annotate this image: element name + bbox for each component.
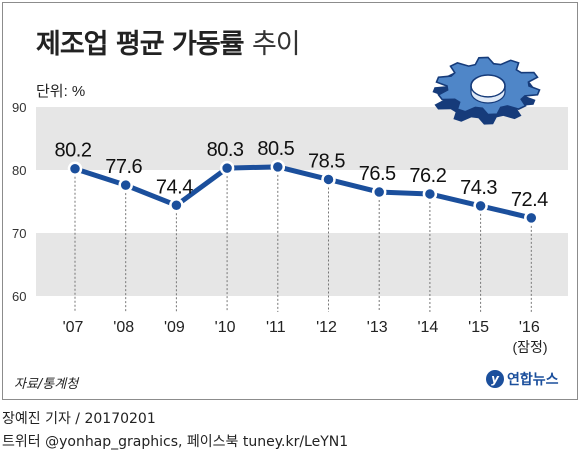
grid-bands xyxy=(36,107,568,296)
y-tick-label: 60 xyxy=(12,289,26,304)
chart-title-main: 제조업 평균 가동률 xyxy=(36,29,245,60)
data-point xyxy=(169,198,184,213)
y-tick-label: 70 xyxy=(12,226,26,241)
x-tick-label: '16 xyxy=(519,319,540,336)
chart-title: 제조업 평균 가동률 추이 xyxy=(36,22,301,61)
data-labels: 80.2 77.6 74.4 80.3 80.5 78.5 76.5 76.2 74.3 72.4 xyxy=(55,138,549,211)
yonhap-logo: y 연합뉴스 xyxy=(486,368,559,390)
data-label: 74.3 xyxy=(460,177,497,199)
byline: 장예진 기자 / 20170201 xyxy=(2,411,156,427)
data-point xyxy=(524,210,539,226)
data-label: 77.6 xyxy=(105,156,142,178)
x-tick-label: '11 xyxy=(266,319,286,336)
drop-lines xyxy=(74,166,532,312)
data-point xyxy=(371,184,387,200)
logo-mark-icon: y xyxy=(486,370,504,388)
gear-icon xyxy=(432,56,541,125)
data-label: 76.2 xyxy=(409,165,446,187)
chart-title-sub: 추이 xyxy=(251,29,301,60)
data-point xyxy=(473,198,488,214)
data-label: 76.5 xyxy=(359,163,396,185)
grid-band xyxy=(36,233,568,296)
x-axis-labels: '07 '08 '09 '10 '11 '12 '13 '14 '15 '16 xyxy=(63,319,540,336)
x-tick-label: '08 xyxy=(113,319,134,336)
x-axis-note: (잠정) xyxy=(512,339,547,355)
logo-text: 연합뉴스 xyxy=(507,372,559,388)
x-tick-label: '15 xyxy=(468,319,489,336)
data-label: 78.5 xyxy=(308,150,345,172)
data-label: 80.2 xyxy=(55,140,92,162)
social-credit: 트위터 @yonhap_graphics, 페이스북 tuney.kr/LeYN… xyxy=(2,434,349,450)
x-tick-label: '09 xyxy=(164,319,185,336)
x-tick-label: '14 xyxy=(417,319,438,336)
data-label: 72.4 xyxy=(511,189,548,211)
y-axis: 60 70 80 90 xyxy=(12,100,26,304)
y-tick-label: 90 xyxy=(12,100,26,115)
x-tick-label: '12 xyxy=(316,319,337,336)
data-point xyxy=(321,172,336,187)
source-note: 자료/통계청 xyxy=(14,377,79,392)
y-tick-label: 80 xyxy=(12,163,26,178)
series-line xyxy=(72,164,534,221)
x-tick-label: '13 xyxy=(367,319,388,336)
data-point xyxy=(219,160,235,176)
data-label: 74.4 xyxy=(156,176,193,198)
data-points xyxy=(67,159,539,226)
data-point xyxy=(67,161,83,176)
x-tick-label: '07 xyxy=(63,319,84,336)
x-tick-label: '10 xyxy=(215,319,236,336)
y-axis-unit-label: 단위: % xyxy=(36,83,85,100)
data-point xyxy=(422,186,438,202)
data-label: 80.5 xyxy=(257,138,294,160)
data-point xyxy=(270,159,286,175)
data-point xyxy=(118,177,133,193)
data-label: 80.3 xyxy=(207,139,244,161)
